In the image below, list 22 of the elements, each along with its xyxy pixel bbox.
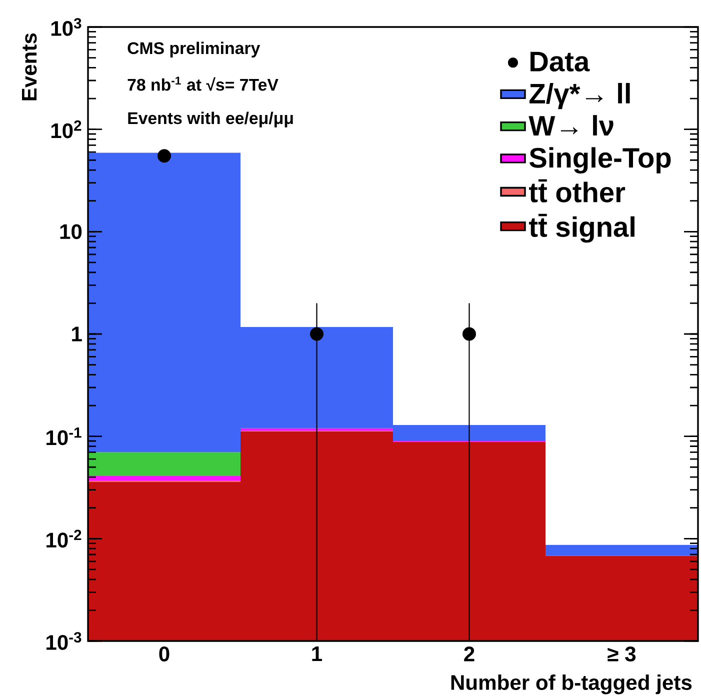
x-tick-label: 0 bbox=[159, 646, 170, 662]
annotation: CMS preliminary bbox=[128, 42, 260, 58]
legend-label: tt̄ signal bbox=[529, 214, 634, 243]
x-tick-label: 2 bbox=[464, 646, 474, 662]
annotation: 78 nb$^{-1}$ at √s= 7TeV bbox=[128, 76, 278, 91]
legend-label: W→ lν bbox=[528, 115, 614, 136]
legend-label: Data bbox=[530, 52, 590, 72]
x-tick-label: 1 bbox=[312, 646, 322, 662]
y-tick-label: 10$^{-3}$ bbox=[46, 632, 82, 650]
y-tick-label: 10$^{-2}$ bbox=[46, 530, 82, 548]
annotation: Events with ee/eμ/μμ bbox=[128, 112, 293, 128]
y-tick-label: 10$^{3}$ bbox=[51, 18, 82, 36]
y-tick-label: 1 bbox=[72, 326, 82, 342]
legend-label: Single-Top bbox=[529, 147, 671, 174]
x-tick-label: ≥ 3 bbox=[608, 646, 636, 662]
y-tick-label: 10$^{-1}$ bbox=[46, 428, 82, 446]
x-axis-title: Number of b-tagged jets bbox=[451, 674, 692, 694]
y-tick-label: 10$^{2}$ bbox=[51, 120, 82, 138]
y-tick-label: 10 bbox=[60, 224, 82, 240]
legend-label: tt̄ other bbox=[529, 179, 626, 202]
y-axis-title: Events bbox=[22, 33, 37, 100]
legend-label: Z/γ*→ ll bbox=[529, 82, 630, 110]
